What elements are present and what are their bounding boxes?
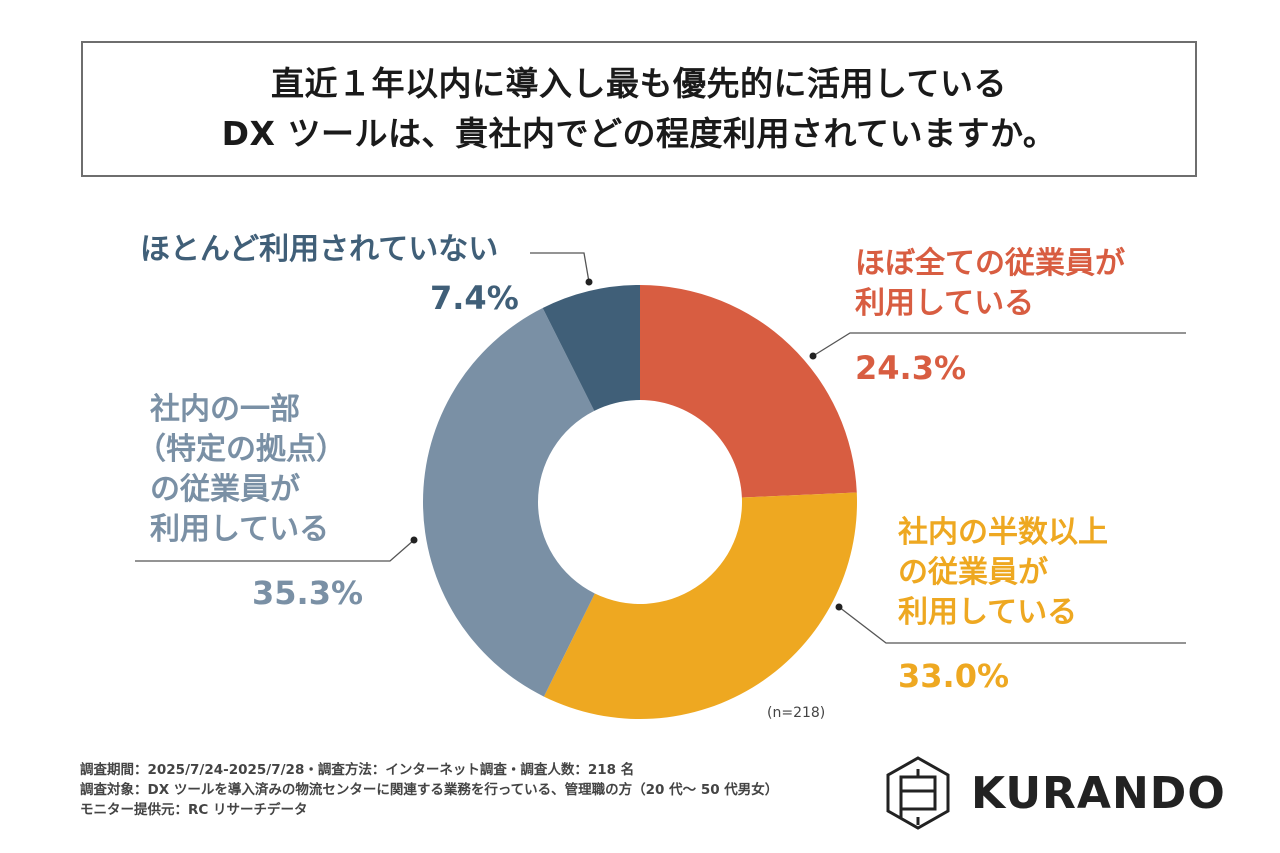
footer-line-3: モニター提供元：RC リサーチデータ (80, 802, 308, 818)
slice-value-3: 35.3% (252, 574, 364, 612)
donut-slice-3 (423, 308, 595, 697)
slice-value-2: 33.0% (898, 657, 1010, 695)
slice-label-3-line-4: 利用している (150, 512, 330, 547)
slice-label-3-line-3: の従業員が (150, 472, 300, 507)
slice-label-2-line-3: 利用している (898, 595, 1078, 630)
logo-text: KURANDO (971, 767, 1226, 819)
slice-label-3-line-1: 社内の一部 (150, 392, 300, 427)
title-box: 直近１年以内に導入し最も優先的に活用している DX ツールは、貴社内でどの程度利… (81, 41, 1197, 177)
leader-line-4 (530, 252, 590, 283)
sample-size-label: (n=218) (767, 705, 826, 721)
leader-dot-3 (410, 536, 418, 544)
title-line-1: 直近１年以内に導入し最も優先的に活用している (270, 64, 1007, 103)
slice-label-3: 社内の一部 （特定の拠点） の従業員が 利用している (136, 390, 346, 550)
kurando-logo: KURANDO (885, 755, 1226, 831)
slice-label-2-line-1: 社内の半数以上 (898, 515, 1108, 550)
leader-lines (135, 252, 1186, 644)
survey-footer: 調査期間：2025/7/24-2025/7/28・調査方法：インターネット調査・… (80, 760, 778, 820)
slice-value-4: 7.4% (430, 279, 519, 317)
slice-label-2-line-2: の従業員が (898, 555, 1048, 590)
kurando-hexagon-icon (886, 756, 950, 830)
footer-line-1: 調査期間：2025/7/24-2025/7/28・調査方法：インターネット調査・… (80, 762, 635, 778)
title-line-2: DX ツールは、貴社内でどの程度利用されていますか。 (221, 114, 1057, 153)
leader-line-1 (812, 332, 1186, 357)
donut-slices (423, 285, 858, 720)
slice-value-1: 24.3% (855, 349, 967, 387)
leader-dot-1 (809, 352, 817, 360)
slice-label-1-line-1: ほぼ全ての従業員が (855, 246, 1125, 281)
donut-slice-4 (542, 285, 640, 411)
footer-line-2: 調査対象：DX ツールを導入済みの物流センターに関連する業務を行っている、管理職… (80, 782, 779, 798)
donut-slice-2 (543, 492, 858, 720)
slice-label-3-line-2: （特定の拠点） (136, 432, 346, 467)
leader-dot-2 (835, 603, 843, 611)
leader-dot-4 (585, 278, 593, 286)
leader-line-3 (135, 539, 415, 562)
slice-label-1: ほぼ全ての従業員が 利用している (855, 244, 1125, 324)
slice-label-2: 社内の半数以上 の従業員が 利用している (898, 513, 1108, 633)
leader-line-2 (838, 606, 1186, 644)
donut-slice-1 (640, 285, 857, 498)
slice-label-4: ほとんど利用されていない (140, 232, 499, 267)
slice-label-1-line-2: 利用している (855, 286, 1035, 321)
